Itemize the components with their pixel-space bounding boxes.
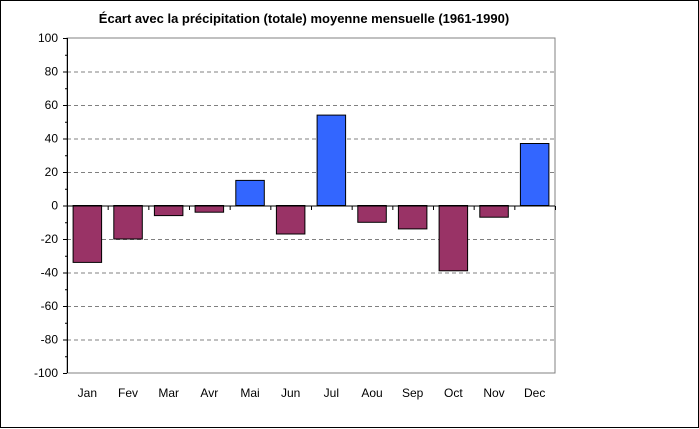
y-tick-label: 0 bbox=[51, 199, 58, 213]
y-tick-label: -40 bbox=[41, 266, 59, 280]
y-tick-label: 60 bbox=[45, 98, 59, 112]
bar-mai bbox=[235, 179, 265, 206]
y-axis-tick-labels: 100 80 60 40 20 0 -20 -40 -60 -80 -100 bbox=[34, 31, 58, 380]
bar-aou bbox=[357, 205, 387, 223]
bar-mar bbox=[153, 205, 184, 217]
bars bbox=[72, 114, 550, 272]
y-tick-label: -60 bbox=[41, 299, 59, 313]
y-tick-label: -20 bbox=[41, 232, 59, 246]
x-tick-label: Jan bbox=[78, 386, 97, 400]
x-tick-label: Dec bbox=[524, 386, 545, 400]
bar-dec bbox=[519, 143, 550, 206]
bar-nov bbox=[479, 205, 509, 218]
x-tick-label: Mai bbox=[240, 386, 259, 400]
bar-jul bbox=[316, 114, 347, 206]
x-tick-label: Jun bbox=[281, 386, 300, 400]
y-tick-label: -80 bbox=[41, 333, 59, 347]
y-tick-label: 40 bbox=[45, 132, 59, 146]
x-axis-tick-labels: Jan Fev Mar Avr Mai Jun Jul Aou Sep Oct Nov Dec bbox=[78, 386, 546, 400]
y-tick-label: -100 bbox=[34, 366, 58, 380]
x-tick-label: Oct bbox=[444, 386, 463, 400]
y-tick-label: 20 bbox=[45, 165, 59, 179]
bar-jan bbox=[72, 205, 103, 263]
x-tick-label: Mar bbox=[158, 386, 179, 400]
y-tick-label: 100 bbox=[38, 31, 58, 45]
axes bbox=[63, 38, 556, 374]
x-tick-label: Aou bbox=[361, 386, 382, 400]
bar-jun bbox=[275, 205, 306, 235]
x-tick-label: Fev bbox=[118, 386, 138, 400]
x-tick-label: Nov bbox=[483, 386, 504, 400]
x-tick-label: Sep bbox=[402, 386, 424, 400]
bar-sep bbox=[397, 205, 428, 230]
bar-avr bbox=[194, 205, 225, 213]
bar-oct bbox=[438, 205, 469, 272]
x-tick-label: Avr bbox=[200, 386, 218, 400]
y-tick-label: 80 bbox=[45, 65, 59, 79]
x-tick-label: Jul bbox=[324, 386, 339, 400]
chart-title: Écart avec la précipitation (totale) moy… bbox=[99, 11, 509, 26]
bar-fev bbox=[113, 205, 143, 240]
